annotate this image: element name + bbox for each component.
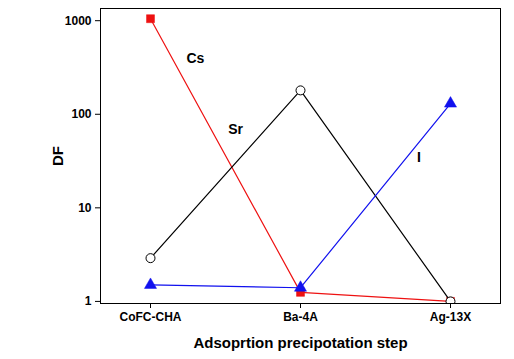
- svg-text:1: 1: [85, 294, 92, 308]
- svg-text:Cs: Cs: [187, 50, 205, 66]
- svg-text:Adsoprtion precipotation step: Adsoprtion precipotation step: [193, 334, 407, 351]
- svg-text:I: I: [417, 149, 421, 165]
- svg-text:10: 10: [78, 201, 92, 215]
- svg-text:100: 100: [71, 107, 91, 121]
- svg-text:1000: 1000: [65, 14, 92, 28]
- svg-text:CoFC-CHA: CoFC-CHA: [120, 310, 182, 324]
- svg-text:DF: DF: [49, 146, 66, 166]
- svg-text:Ba-4A: Ba-4A: [283, 310, 318, 324]
- svg-text:Ag-13X: Ag-13X: [430, 310, 471, 324]
- svg-text:Sr: Sr: [228, 121, 243, 137]
